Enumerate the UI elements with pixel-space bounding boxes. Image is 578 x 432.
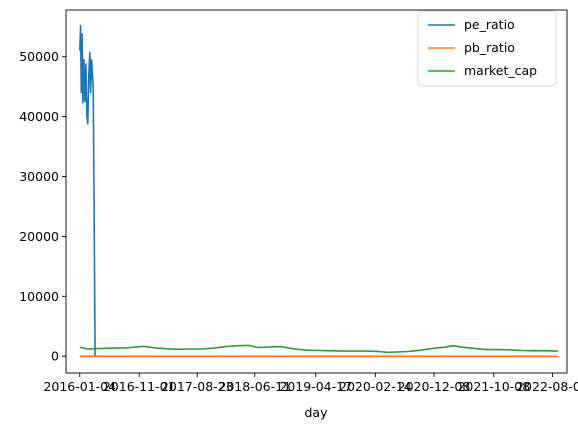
y-tick-label: 10000 (19, 289, 59, 304)
series-layer (79, 24, 559, 357)
legend: pe_ratio pb_ratio market_cap (417, 10, 557, 87)
legend-box (417, 10, 557, 87)
y-axis: 0 10000 20000 30000 40000 50000 (19, 49, 66, 364)
plot-frame (65, 9, 568, 374)
x-tick-label: 2020-12-08 (398, 379, 471, 394)
legend-entry-pb-ratio: pb_ratio (464, 40, 515, 55)
x-tick-label: 2020-02-14 (339, 379, 412, 394)
y-tick-label: 40000 (19, 109, 59, 124)
legend-entry-pe-ratio: pe_ratio (464, 17, 515, 32)
x-tick-label: 2017-08-23 (161, 379, 234, 394)
y-tick-label: 20000 (19, 229, 59, 244)
legend-entry-market-cap: market_cap (464, 63, 537, 78)
y-tick-label: 50000 (19, 49, 59, 64)
x-tick-label: 2019-04-17 (279, 379, 352, 394)
y-tick-label: 30000 (19, 169, 59, 184)
x-tick-label: 2016-11-01 (103, 379, 176, 394)
series-line-market-cap (79, 344, 559, 354)
x-tick-label: 2022-08-02 (516, 379, 578, 394)
x-axis-label: day (305, 405, 329, 420)
x-tick-label: 2021-10-08 (457, 379, 530, 394)
x-axis: 2016-01-042016-11-012017-08-232018-06-11… (43, 373, 578, 394)
series-line-pe-ratio (79, 24, 96, 357)
x-tick-label: 2016-01-04 (43, 379, 116, 394)
x-tick-label: 2018-06-11 (218, 379, 291, 394)
y-tick-label: 0 (51, 349, 59, 364)
